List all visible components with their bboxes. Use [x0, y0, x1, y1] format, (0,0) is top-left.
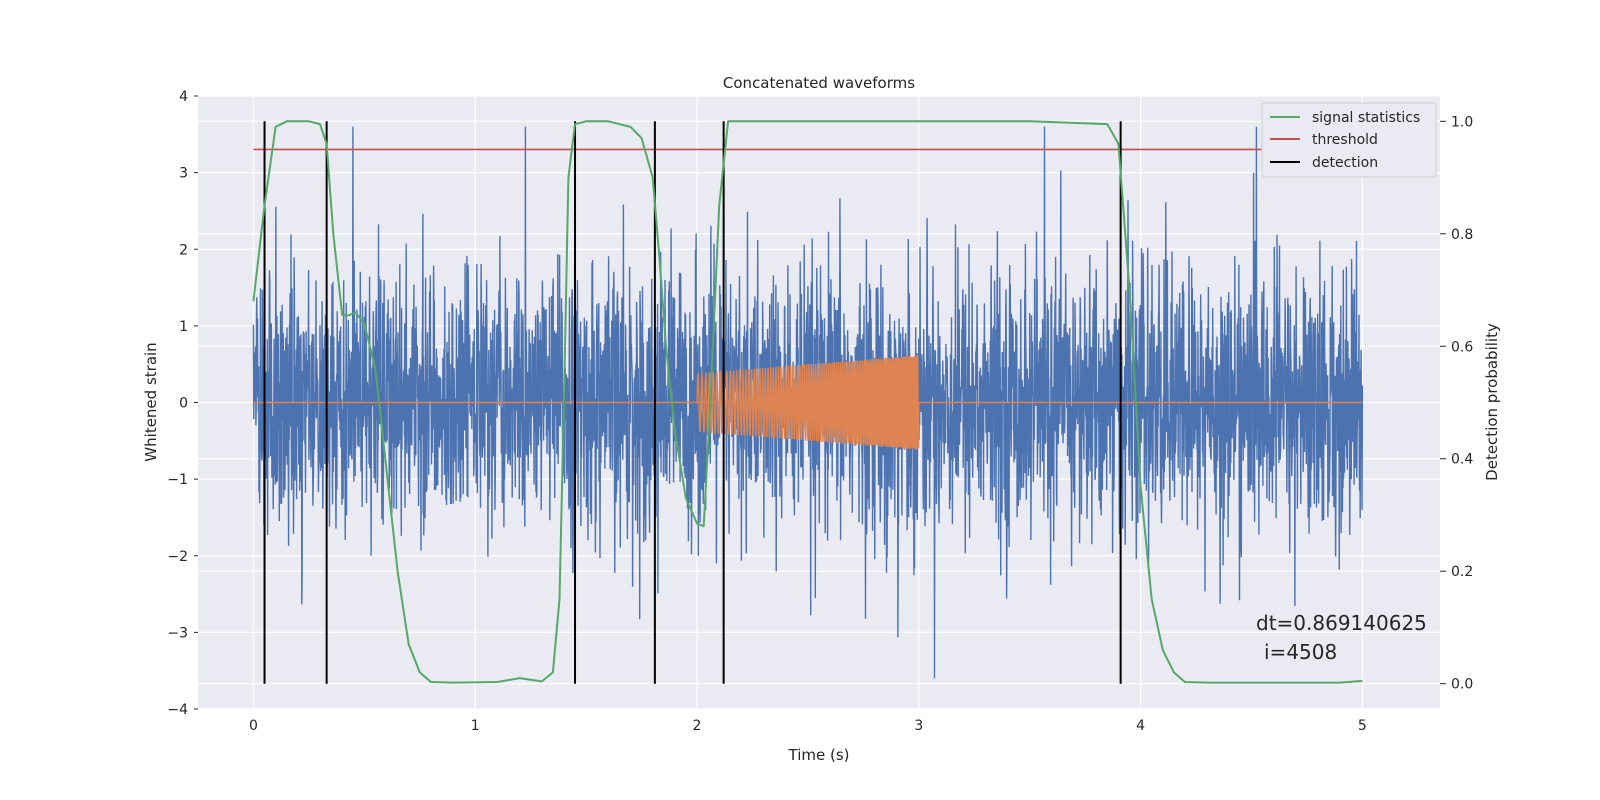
y-tick-label: −1	[167, 472, 188, 488]
y-right-tick-label: 0.6	[1451, 339, 1473, 355]
x-tick-label: 3	[914, 718, 923, 734]
noise-series	[252, 126, 1364, 679]
x-tick-label: 2	[693, 718, 702, 734]
legend-label-threshold: threshold	[1312, 132, 1378, 148]
legend: signal statistics threshold detection	[1261, 102, 1437, 178]
noise-line	[252, 126, 1364, 679]
y-tick-label: 3	[179, 166, 188, 182]
y-right-tick-label: 0.0	[1451, 677, 1473, 693]
signal-chirp	[696, 355, 920, 450]
x-axis-label: Time (s)	[788, 746, 850, 764]
y-right-tick-label: 0.4	[1451, 452, 1473, 468]
legend-label-signal-statistics: signal statistics	[1312, 110, 1420, 126]
y-right-tick-label: 0.2	[1451, 564, 1473, 580]
x-tick-label: 4	[1136, 718, 1145, 734]
y-axis-label: Whitened strain	[142, 342, 160, 461]
y-right-axis-label: Detection probability	[1483, 323, 1501, 481]
y-tick-label: 2	[179, 242, 188, 258]
y-tick-label: −3	[167, 625, 188, 641]
y-tick-label: 4	[179, 89, 188, 105]
legend-box	[1261, 102, 1437, 178]
x-tick-labels: 0 1 2 3 4 5	[249, 718, 1367, 734]
y-tick-labels: −4 −3 −2 −1 0 1 2 3 4	[167, 89, 198, 718]
injected-signal-series	[253, 355, 1363, 450]
y-tick-label: 0	[179, 396, 188, 412]
x-tick-label: 1	[471, 718, 480, 734]
y-right-tick-label: 0.8	[1451, 227, 1473, 243]
y-tick-label: 1	[179, 319, 188, 335]
detection-series	[263, 121, 1122, 684]
y-tick-label: −2	[167, 549, 188, 565]
y-right-tick-label: 1.0	[1451, 114, 1473, 130]
annotation-dt: dt=0.869140625	[1256, 611, 1427, 635]
y-right-tick-labels: 0.0 0.2 0.4 0.6 0.8 1.0	[1440, 114, 1473, 693]
signal-statistics-series	[252, 120, 1363, 684]
annotation-i: i=4508	[1264, 640, 1337, 664]
signal-statistics-line	[252, 120, 1363, 684]
y-tick-label: −4	[167, 702, 188, 718]
x-tick-label: 0	[249, 718, 258, 734]
legend-label-detection: detection	[1312, 155, 1378, 171]
chart-title: Concatenated waveforms	[723, 74, 915, 92]
x-tick-label: 5	[1358, 718, 1367, 734]
